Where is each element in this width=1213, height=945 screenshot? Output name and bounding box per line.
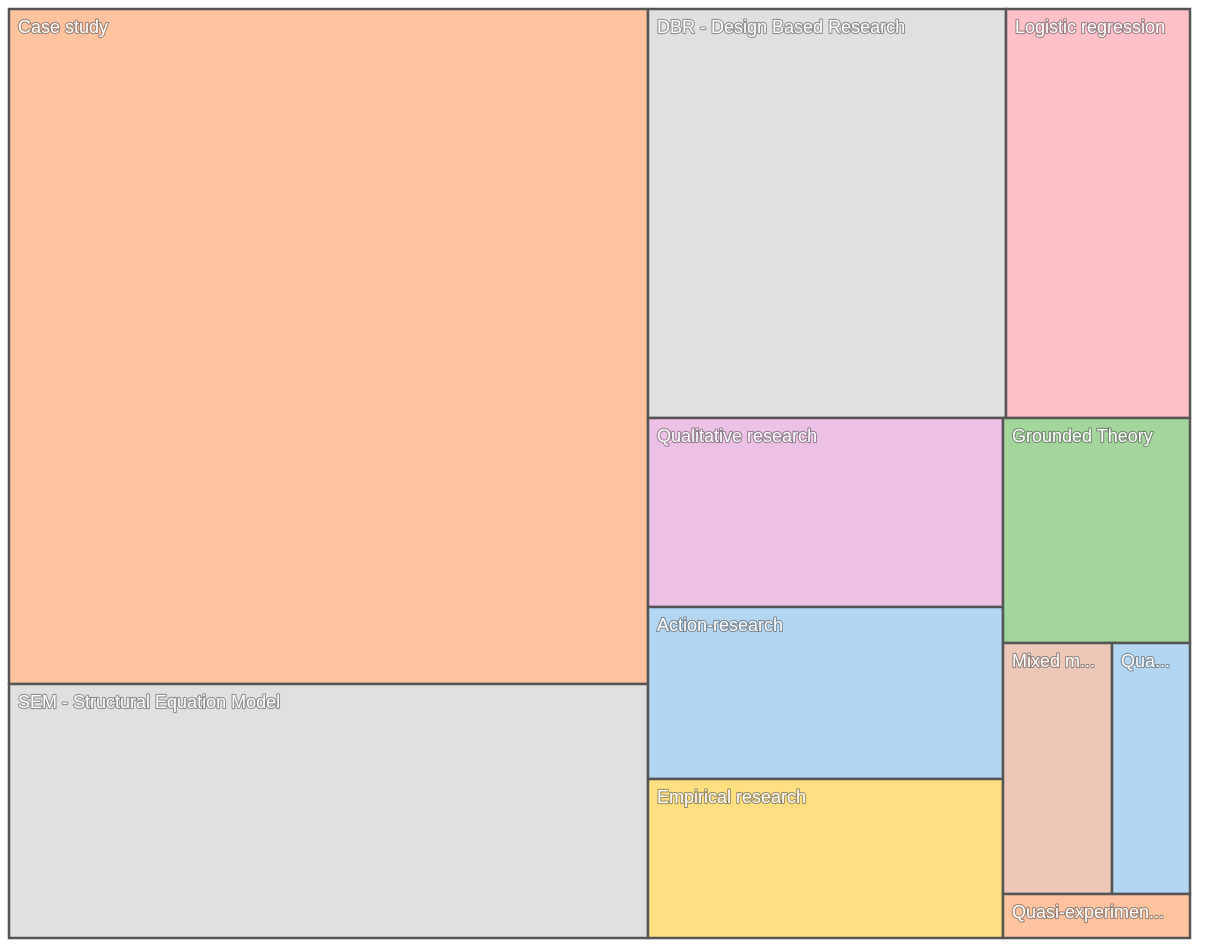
treemap-rect (1001, 892, 1192, 940)
treemap-rect (1110, 641, 1192, 896)
treemap-rect (7, 7, 650, 686)
treemap-tile-grounded-theory: Grounded Theory (1001, 416, 1192, 645)
treemap-tile-empirical-research: Empirical research (646, 777, 1005, 940)
treemap-label: Qua... (1121, 651, 1170, 671)
treemap-tile-action-research: Action-research (646, 605, 1005, 781)
treemap-tile-case-study: Case study (7, 7, 650, 686)
treemap-tile-dbr-design-based-research: DBR - Design Based Research (646, 7, 1008, 420)
treemap-label: Logistic regression (1015, 17, 1165, 37)
treemap-tile-logistic-regression: Logistic regression (1004, 7, 1192, 420)
treemap-label: Mixed m... (1012, 651, 1095, 671)
treemap-label: Action-research (657, 615, 783, 635)
treemap-rect (646, 605, 1005, 781)
treemap-label: Empirical research (657, 787, 806, 807)
treemap-label: Qualitative research (657, 426, 817, 446)
treemap-label: DBR - Design Based Research (657, 17, 905, 37)
treemap-rect (646, 7, 1008, 420)
treemap-rect (1001, 416, 1192, 645)
treemap-label: Grounded Theory (1012, 426, 1153, 446)
treemap-tile-sem-structural-equation-model: SEM - Structural Equation Model (7, 682, 650, 940)
treemap-rect (1004, 7, 1192, 420)
treemap-label: SEM - Structural Equation Model (18, 692, 280, 712)
treemap-tile-qualitative-research: Qualitative research (646, 416, 1005, 609)
treemap-rect (646, 416, 1005, 609)
treemap-rect (7, 682, 650, 940)
treemap-tiles: Case study SEM - Structural Equation Mode… (7, 7, 1192, 940)
treemap-label: Case study (18, 17, 108, 37)
treemap-tile-mixed-m: Mixed m... (1001, 641, 1114, 896)
treemap-rect (646, 777, 1005, 940)
treemap-tile-qua: Qua... (1110, 641, 1192, 896)
treemap-rect (1001, 641, 1114, 896)
treemap-label: Quasi-experimen... (1012, 902, 1164, 922)
treemap-tile-quasi-experimen: Quasi-experimen... (1001, 892, 1192, 940)
